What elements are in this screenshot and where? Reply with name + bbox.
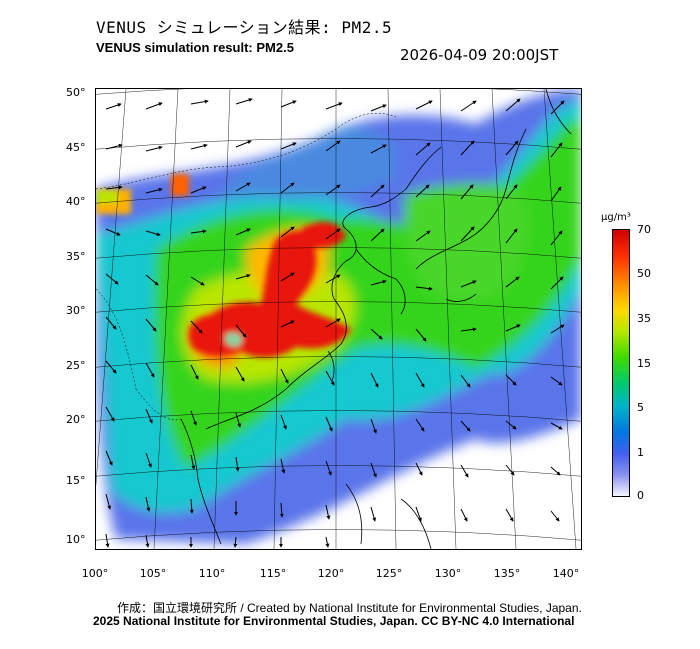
colorbar-label-70: 70	[637, 223, 651, 236]
upper-left-hotspot	[96, 174, 189, 214]
borders	[96, 112, 397, 421]
lat-label-45: 45°	[66, 141, 86, 154]
forecast-timestamp: 2026-04-09 20:00JST	[400, 46, 559, 64]
lon-label-110: 110°	[198, 567, 226, 580]
colorbar-label-0: 0	[637, 489, 644, 502]
high-concentration-core	[188, 222, 351, 358]
title-english: VENUS simulation result: PM2.5	[96, 40, 294, 55]
credit-text: 作成：国立環境研究所 / Created by National Institu…	[117, 601, 582, 615]
lon-label-100: 100°	[81, 567, 109, 580]
concentration-field	[96, 89, 581, 544]
lon-label-105: 105°	[139, 567, 167, 580]
graticule	[96, 89, 581, 549]
lon-label-130: 130°	[434, 567, 462, 580]
colorbar-label-50: 50	[637, 267, 651, 280]
colorbar-label-5: 5	[637, 401, 644, 414]
lat-label-25: 25°	[66, 359, 86, 372]
lon-label-125: 125°	[375, 567, 403, 580]
lon-label-140: 140°	[552, 567, 580, 580]
colorbar-unit: μg/m³	[601, 212, 631, 223]
lat-label-10: 10°	[66, 533, 86, 546]
wind-vectors	[105, 98, 565, 548]
colorbar-label-1: 1	[637, 446, 644, 459]
colorbar	[612, 229, 630, 497]
lat-label-15: 15°	[66, 474, 86, 487]
lon-label-120: 120°	[317, 567, 345, 580]
lat-label-20: 20°	[66, 413, 86, 426]
license-text: 2025 National Institute for Environmenta…	[93, 614, 575, 628]
lat-label-50: 50°	[66, 86, 86, 99]
lat-label-40: 40°	[66, 195, 86, 208]
pm25-map[interactable]	[95, 88, 582, 550]
lon-label-115: 115°	[259, 567, 287, 580]
coastlines	[180, 89, 572, 549]
lat-label-30: 30°	[66, 304, 86, 317]
title-japanese: VENUS シミュレーション結果: PM2.5	[96, 18, 393, 37]
lat-label-35: 35°	[66, 250, 86, 263]
lon-label-135: 135°	[493, 567, 521, 580]
map-canvas	[96, 89, 581, 549]
colorbar-label-35: 35	[637, 312, 651, 325]
colorbar-label-15: 15	[637, 357, 651, 370]
